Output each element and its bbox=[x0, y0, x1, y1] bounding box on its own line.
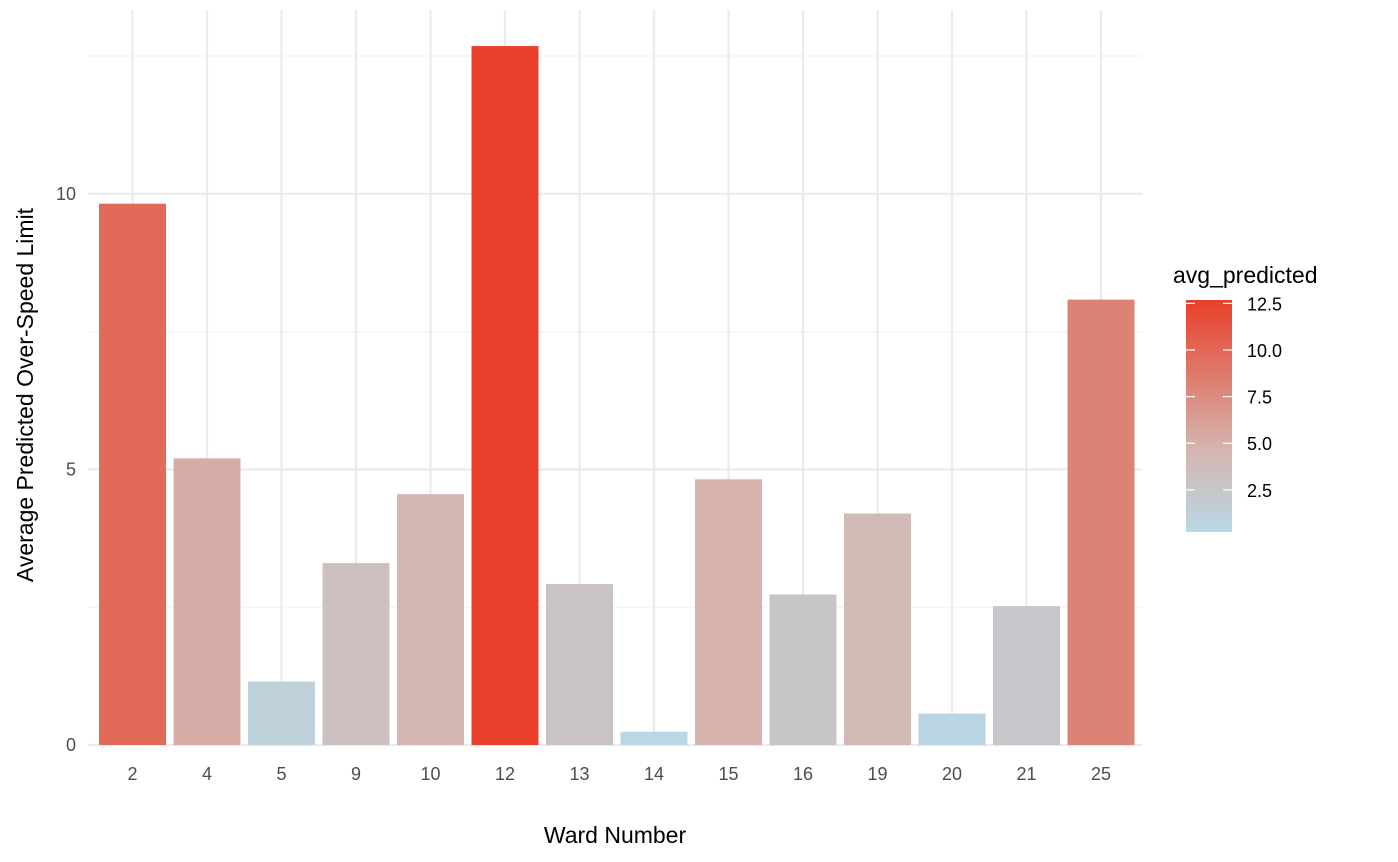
legend-label: 2.5 bbox=[1247, 481, 1272, 501]
color-legend: avg_predicted 2.5 5.0 7.5 10.0 12.5 bbox=[1173, 262, 1318, 532]
x-tick-label: 13 bbox=[569, 764, 589, 784]
bar-ward-19 bbox=[844, 513, 911, 745]
bar-ward-25 bbox=[1067, 299, 1135, 745]
bar-ward-12 bbox=[471, 46, 539, 746]
bar-ward-2 bbox=[99, 203, 166, 745]
x-tick-label: 16 bbox=[793, 764, 813, 784]
grid-major-lines bbox=[88, 10, 1142, 747]
bar-ward-4 bbox=[173, 458, 241, 745]
x-tick-label: 12 bbox=[495, 764, 515, 784]
y-tick-labels: 0 5 10 bbox=[56, 184, 76, 755]
legend-label: 7.5 bbox=[1247, 388, 1272, 408]
y-tick-label: 10 bbox=[56, 184, 76, 204]
legend-label: 10.0 bbox=[1247, 341, 1282, 361]
bar-ward-9 bbox=[322, 563, 390, 745]
bar-ward-14 bbox=[620, 731, 688, 745]
bar-ward-15 bbox=[695, 479, 762, 745]
legend-ticks: 2.5 5.0 7.5 10.0 12.5 bbox=[1186, 294, 1282, 501]
x-axis-title: Ward Number bbox=[544, 822, 687, 848]
legend-label: 12.5 bbox=[1247, 294, 1282, 314]
bars bbox=[99, 46, 1135, 746]
x-tick-label: 9 bbox=[351, 764, 361, 784]
grid-minor-lines bbox=[88, 55, 1142, 608]
legend-colorbar bbox=[1186, 300, 1232, 532]
x-tick-label: 20 bbox=[942, 764, 962, 784]
x-tick-label: 14 bbox=[644, 764, 664, 784]
x-tick-label: 21 bbox=[1016, 764, 1036, 784]
bar-ward-20 bbox=[918, 713, 986, 745]
legend-title: avg_predicted bbox=[1173, 262, 1318, 288]
x-tick-label: 25 bbox=[1091, 764, 1111, 784]
y-tick-label: 5 bbox=[66, 459, 76, 479]
bar-ward-10 bbox=[397, 494, 464, 745]
x-tick-label: 19 bbox=[867, 764, 887, 784]
x-tick-label: 2 bbox=[127, 764, 137, 784]
bar-ward-16 bbox=[769, 594, 837, 745]
x-tick-label: 10 bbox=[420, 764, 440, 784]
x-tick-label: 15 bbox=[718, 764, 738, 784]
x-tick-label: 5 bbox=[276, 764, 286, 784]
x-tick-label: 4 bbox=[202, 764, 212, 784]
bar-ward-21 bbox=[993, 606, 1060, 745]
bar-ward-13 bbox=[546, 584, 613, 745]
y-tick-label: 0 bbox=[66, 735, 76, 755]
y-axis-title: Average Predicted Over-Speed Limit bbox=[12, 207, 38, 582]
x-tick-labels: 2 4 5 9 10 12 13 14 15 16 19 20 21 25 bbox=[127, 764, 1111, 784]
legend-label: 5.0 bbox=[1247, 434, 1272, 454]
bar-ward-5 bbox=[248, 681, 315, 745]
